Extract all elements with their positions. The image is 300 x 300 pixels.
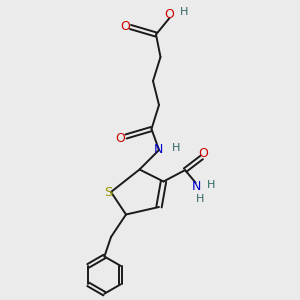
Text: O: O bbox=[165, 8, 174, 21]
Text: H: H bbox=[196, 194, 204, 204]
Text: N: N bbox=[154, 143, 163, 156]
Text: O: O bbox=[198, 147, 208, 161]
Text: O: O bbox=[120, 20, 130, 34]
Text: O: O bbox=[115, 131, 125, 145]
Text: S: S bbox=[104, 185, 113, 199]
Text: H: H bbox=[180, 7, 188, 17]
Text: H: H bbox=[172, 143, 181, 153]
Text: N: N bbox=[191, 180, 201, 193]
Text: H: H bbox=[206, 180, 215, 190]
